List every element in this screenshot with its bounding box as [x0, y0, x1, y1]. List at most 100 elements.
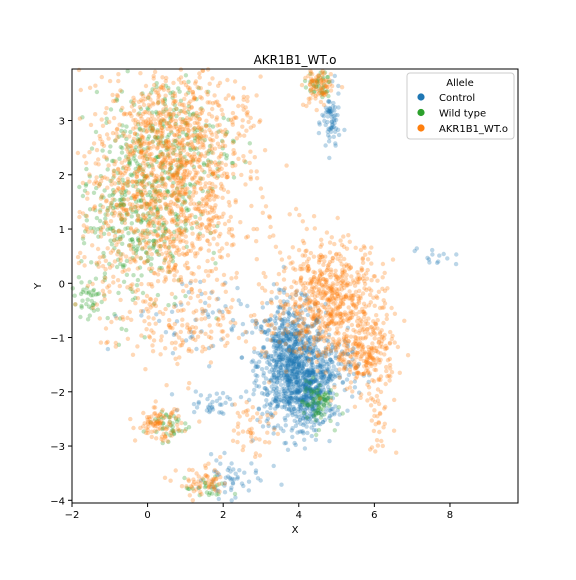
data-point	[90, 243, 95, 248]
data-point	[284, 347, 290, 352]
data-point	[259, 329, 264, 335]
data-point	[100, 148, 105, 153]
data-point	[218, 186, 224, 191]
data-point	[225, 253, 231, 258]
data-point	[135, 236, 141, 241]
data-point	[326, 361, 332, 366]
data-point	[320, 357, 325, 363]
data-point	[296, 363, 302, 369]
data-point	[323, 143, 328, 148]
data-point	[91, 190, 97, 195]
data-point	[308, 335, 313, 340]
data-point	[145, 258, 151, 263]
data-point	[130, 237, 135, 242]
data-point	[206, 314, 211, 320]
data-point	[274, 360, 279, 365]
data-point	[391, 428, 397, 433]
data-point	[101, 292, 107, 297]
data-point	[172, 304, 177, 309]
data-point	[120, 196, 125, 202]
data-point	[276, 332, 281, 337]
data-point	[221, 411, 226, 416]
data-point	[126, 154, 131, 160]
data-point	[107, 78, 113, 84]
data-point	[296, 364, 301, 369]
data-point	[146, 134, 152, 139]
data-point	[118, 203, 123, 208]
data-point	[276, 354, 281, 360]
data-point	[366, 360, 371, 365]
data-point	[366, 316, 371, 321]
data-point	[255, 364, 260, 370]
data-point	[277, 353, 282, 358]
data-point	[320, 378, 325, 384]
data-point	[139, 333, 144, 338]
data-point	[159, 251, 165, 257]
data-point	[314, 402, 319, 407]
data-point	[79, 303, 84, 309]
data-point	[277, 345, 283, 350]
data-point	[318, 364, 323, 369]
data-point	[285, 331, 290, 336]
data-point	[210, 289, 215, 294]
data-point	[175, 198, 181, 204]
data-point	[427, 260, 432, 265]
data-point	[151, 73, 156, 79]
data-point	[194, 405, 200, 410]
data-point	[388, 329, 393, 335]
data-point	[297, 429, 302, 434]
data-point	[78, 291, 84, 297]
data-point	[306, 329, 311, 335]
data-point	[131, 126, 136, 131]
data-point	[103, 275, 108, 281]
data-point	[87, 172, 92, 177]
data-point	[290, 376, 295, 382]
data-point	[306, 403, 311, 408]
data-point	[162, 231, 167, 236]
data-point	[274, 396, 280, 401]
data-point	[318, 370, 323, 375]
data-point	[305, 395, 311, 401]
data-point	[284, 351, 289, 356]
data-point	[189, 286, 194, 292]
data-point	[100, 279, 106, 284]
data-point	[265, 301, 270, 306]
data-point	[97, 182, 102, 187]
data-point	[317, 122, 322, 127]
data-point	[151, 212, 156, 217]
data-point	[183, 163, 188, 168]
data-point	[317, 120, 322, 125]
data-point	[152, 69, 158, 75]
data-point	[372, 367, 377, 372]
data-point	[316, 421, 321, 426]
data-point	[217, 80, 223, 86]
data-point	[284, 397, 290, 402]
data-point	[120, 315, 125, 320]
data-point	[203, 134, 209, 139]
data-point	[317, 351, 322, 356]
data-point	[349, 322, 355, 328]
data-point	[120, 172, 125, 178]
data-point	[98, 234, 104, 239]
data-point	[311, 323, 317, 328]
data-point	[298, 388, 303, 393]
data-point	[121, 279, 127, 284]
data-point	[291, 404, 296, 410]
data-point	[88, 122, 94, 128]
data-point	[304, 226, 309, 232]
data-point	[94, 302, 100, 307]
data-point	[249, 359, 254, 365]
data-point	[309, 394, 314, 399]
data-point	[147, 321, 152, 327]
data-point	[300, 397, 305, 403]
data-point	[156, 97, 161, 102]
data-point	[294, 382, 299, 388]
data-point	[300, 365, 305, 371]
data-point	[337, 375, 342, 380]
data-point	[293, 304, 298, 309]
data-point	[174, 143, 179, 149]
data-point	[285, 374, 290, 379]
data-point	[113, 159, 118, 164]
data-point	[369, 363, 374, 368]
data-point	[187, 153, 192, 158]
